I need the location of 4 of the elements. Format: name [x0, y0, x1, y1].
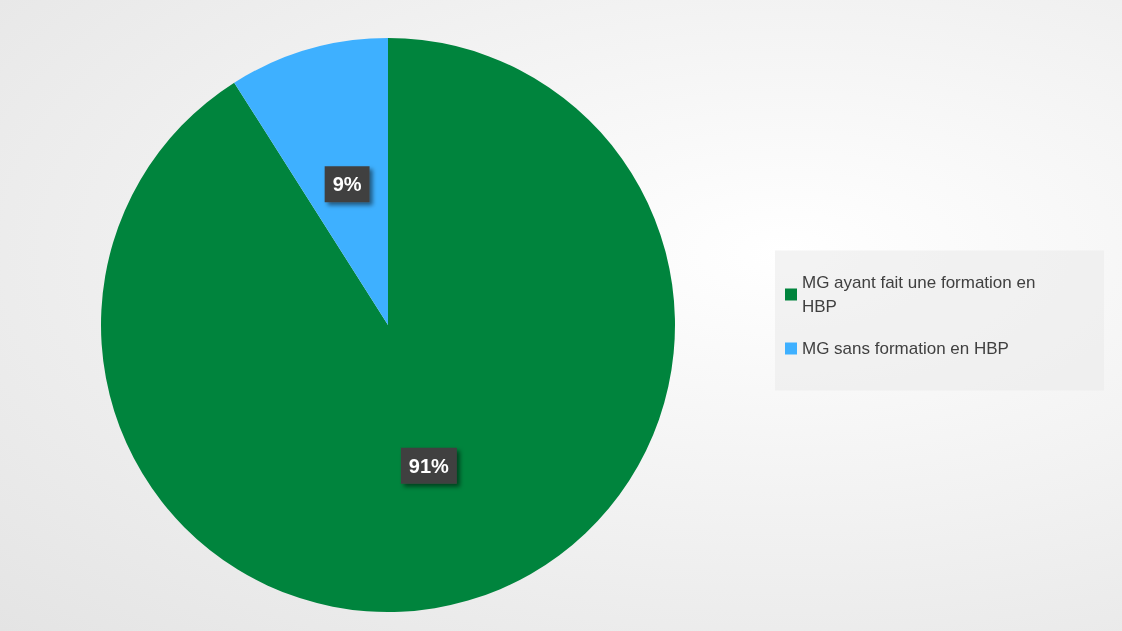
data-label: 91% — [408, 454, 450, 477]
legend-label: MG sans formation en HBP — [802, 339, 1009, 358]
legend-label: MG ayant fait une formation en HBP — [802, 273, 1041, 316]
data-label: 9% — [332, 173, 362, 196]
